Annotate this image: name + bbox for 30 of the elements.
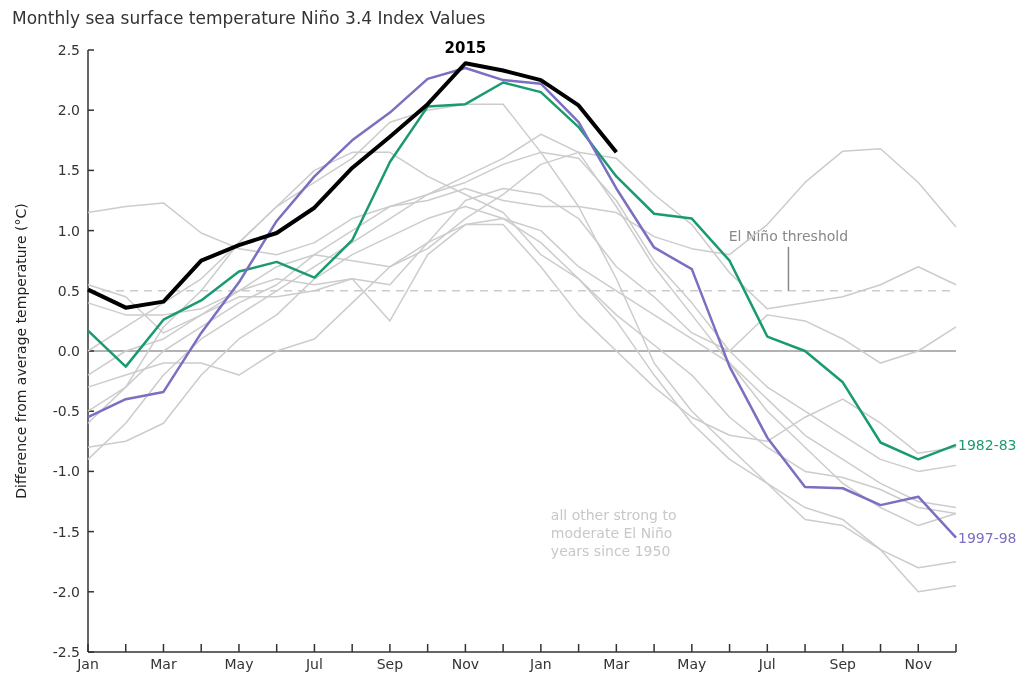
chart-title: Monthly sea surface temperature Niño 3.4 Index Values [12,8,486,28]
y-tick-label: -1.0 [52,463,80,480]
line-series [86,81,958,461]
y-tick-label: 0.0 [57,342,80,359]
series-label: 1982-83 [958,436,1017,453]
series-label: 2015 [444,39,487,58]
y-tick-label: 0.5 [57,282,80,299]
series-label: 1997-98 [958,529,1017,546]
x-tick-label: Mar [603,656,630,672]
y-tick-label: 1.0 [57,222,80,239]
x-tick-label: Nov [451,656,480,672]
x-tick-label: May [677,656,707,672]
x-tick-label: May [224,656,254,672]
x-tick-label: Mar [150,656,177,672]
y-tick-label: 2.5 [57,41,80,58]
line-series [86,66,958,539]
y-tick-label: -0.5 [52,403,80,420]
x-tick-label: Jul [304,656,323,672]
y-axis-title: Difference from average temperature (°C) [13,203,29,499]
y-tick-label: 1.5 [57,162,80,179]
x-tick-label: Nov [904,656,932,672]
x-tick-label: Sep [829,656,857,672]
x-tick-label: Jul [757,656,776,672]
y-tick-label: -1.5 [52,523,80,540]
y-tick-label: 2.0 [57,102,80,119]
line-series [86,61,619,310]
y-tick-label: -2.0 [52,583,80,600]
x-tick-label: Sep [376,656,404,672]
ref-line-label: El Niño threshold [728,227,849,244]
x-tick-label: Jan [529,656,552,672]
